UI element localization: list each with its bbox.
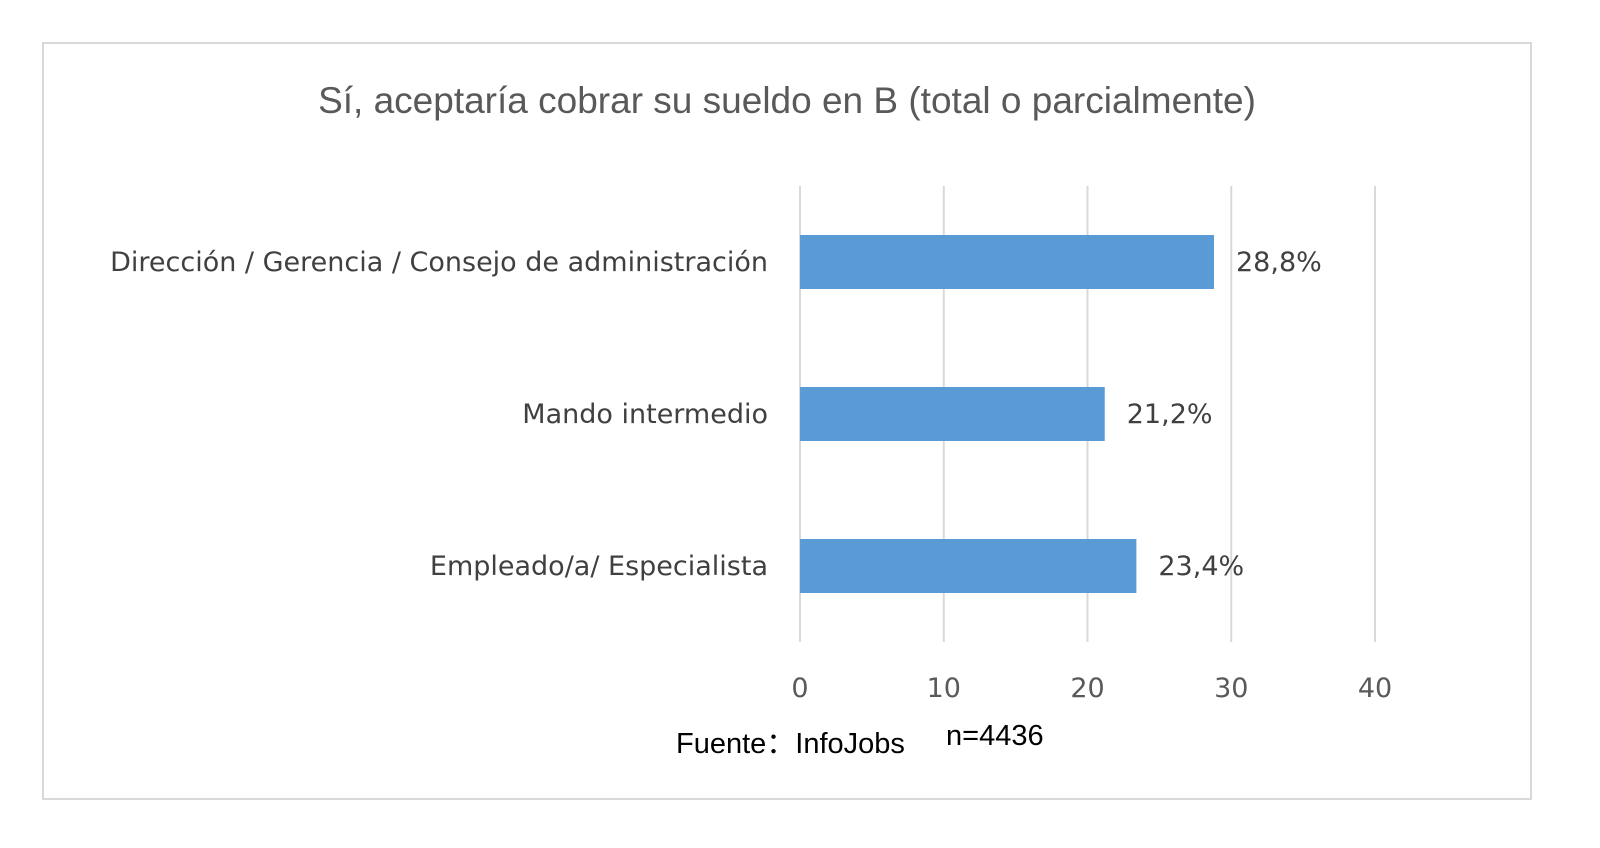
data-label: 28,8% (1236, 247, 1322, 278)
bars (800, 235, 1214, 593)
bar (800, 539, 1137, 593)
x-tick-label: 10 (927, 673, 961, 704)
x-tick-label: 40 (1358, 673, 1392, 704)
chart-footer: Fuente：InfoJobs n=4436 (0, 720, 1600, 760)
labels: 0 10 20 30 40 Dirección / Gerencia / Consejo … (110, 247, 1392, 704)
data-label: 21,2% (1127, 399, 1213, 430)
x-tick-label: 0 (791, 673, 808, 704)
sample-size: n=4436 (946, 720, 1044, 752)
x-tick-label: 30 (1214, 673, 1248, 704)
category-label: Empleado/a/ Especialista (430, 551, 768, 582)
x-tick-label: 20 (1070, 673, 1104, 704)
data-label: 23,4% (1158, 551, 1244, 582)
source-note: Fuente：InfoJobs (676, 728, 905, 760)
category-label: Dirección / Gerencia / Consejo de admini… (110, 247, 768, 278)
category-label: Mando intermedio (522, 399, 768, 430)
chart-title: Sí, aceptaría cobrar su sueldo en B (tot… (318, 80, 1256, 121)
bar (800, 235, 1214, 289)
bar (800, 387, 1105, 441)
chart-frame (42, 42, 1532, 800)
